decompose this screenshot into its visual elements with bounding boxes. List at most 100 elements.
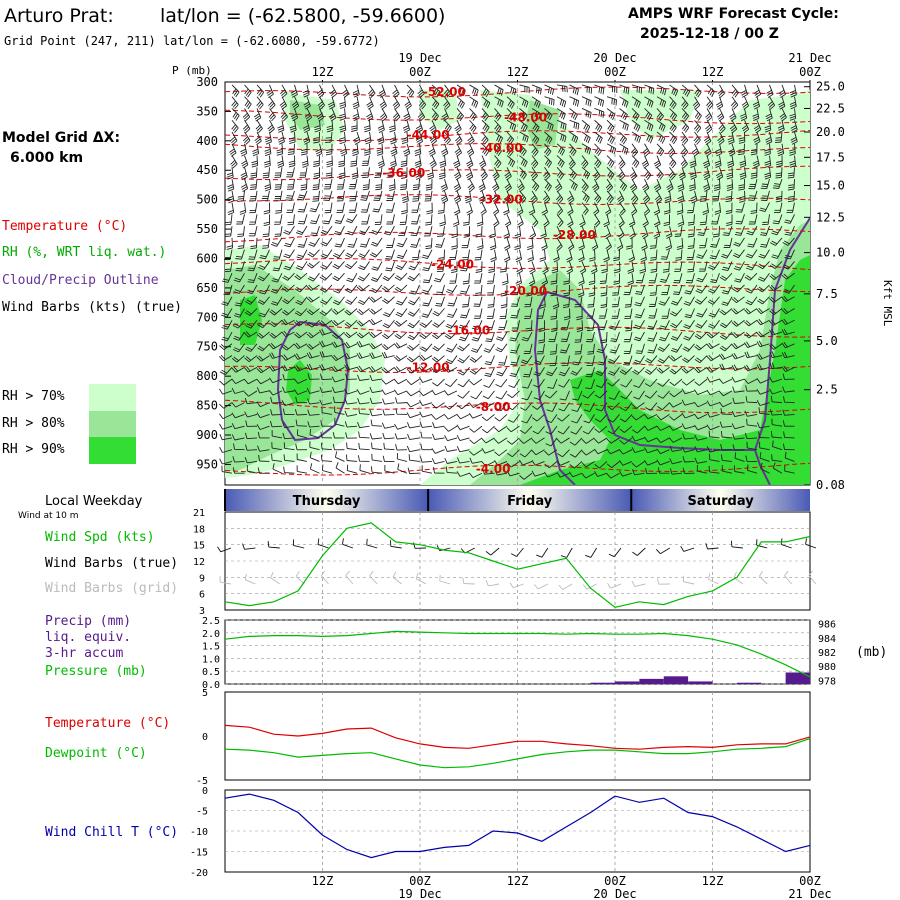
wind-barb <box>431 96 440 110</box>
pressure-line <box>224 630 811 678</box>
wind-barb <box>594 461 608 469</box>
wind-barb <box>595 378 608 389</box>
wind-barb <box>447 296 458 307</box>
wind-barb-grid <box>392 571 402 585</box>
wind-barb <box>594 131 603 144</box>
wind-barb <box>567 214 574 228</box>
wind-barb <box>383 225 395 236</box>
wind-barb <box>519 449 533 458</box>
wind-barb <box>394 433 408 440</box>
wind-barb <box>687 261 695 273</box>
wind-barb <box>234 296 245 307</box>
wind-barb <box>336 190 345 202</box>
wind-barb-true <box>485 547 500 556</box>
wind-barb <box>642 143 650 157</box>
wind-barb <box>769 362 783 370</box>
wind-barb <box>657 343 670 352</box>
wind-barb <box>320 420 333 427</box>
wind-barb <box>544 108 553 121</box>
height-tick-label: 12.5 <box>816 210 845 224</box>
wind-barb <box>474 273 483 284</box>
wind-barb <box>578 237 585 251</box>
wind-barb <box>757 284 770 293</box>
wind-barb <box>281 308 295 316</box>
wind-barb <box>526 237 534 251</box>
wind-barb <box>483 378 495 388</box>
wind-barb <box>532 402 545 410</box>
wind-barb <box>495 343 508 353</box>
wind-barb <box>221 465 233 474</box>
wind-barb <box>644 108 653 121</box>
wind-barb <box>696 249 708 259</box>
wind-barb <box>559 390 570 401</box>
wind-barb <box>481 143 490 157</box>
wind-barb <box>259 284 270 295</box>
wind-barb <box>396 237 408 248</box>
wind-barb <box>494 119 502 133</box>
wind-barb <box>306 363 320 371</box>
wind-barb <box>769 272 783 280</box>
wind-barb <box>345 432 358 439</box>
wind-barb <box>586 320 595 331</box>
wind-barb <box>619 96 629 108</box>
wind-barb <box>731 364 745 372</box>
wind-barb <box>752 96 761 110</box>
wind-barb <box>407 467 420 474</box>
wind-barb <box>603 249 610 263</box>
wind-barb <box>530 167 538 181</box>
wind-barb <box>369 343 383 350</box>
top-tick-label: 12Z <box>702 65 724 79</box>
wind-barb-grid <box>784 570 792 585</box>
wind-barb <box>327 96 336 110</box>
wind-barb <box>657 390 670 399</box>
wind-barb <box>245 296 258 305</box>
wind-barb <box>625 320 633 332</box>
temperature-contour-label: -24.00 <box>431 257 474 271</box>
wind-barb <box>699 190 708 202</box>
wind-barb <box>654 190 663 204</box>
wind-barb <box>606 143 617 155</box>
chill-tick-label: -15 <box>190 848 208 859</box>
wind-barb <box>359 237 370 248</box>
pressure-axis: 3003504004505005506006507007508008509009… <box>196 75 231 471</box>
wind-barb-true <box>632 547 646 556</box>
wind-barb <box>258 308 270 318</box>
wind-barb <box>694 84 702 98</box>
wind-barb <box>750 143 758 156</box>
wind-barb <box>784 465 795 474</box>
wind-barb <box>731 423 745 430</box>
wind-barb <box>421 284 433 295</box>
wind-barb <box>481 119 490 133</box>
wind-barb <box>656 96 667 108</box>
wind-barb <box>244 397 258 405</box>
wind-barb <box>481 425 495 434</box>
wind-barb <box>744 432 758 440</box>
wind-barb <box>284 237 295 248</box>
cloud-outline-right <box>533 217 811 486</box>
wind-barb <box>382 409 395 416</box>
wind-barb <box>669 468 683 475</box>
wind-barb <box>440 190 449 204</box>
wind-barb <box>722 225 733 237</box>
bottom-tick-label: 12Z <box>507 874 529 888</box>
wind-barb <box>506 437 520 445</box>
cycle-value: 2025-12-18 / 00 Z <box>640 26 779 42</box>
wind-barb <box>543 167 551 181</box>
wind-barb <box>744 319 758 327</box>
wind-barb <box>332 296 345 306</box>
wind-barb <box>656 425 670 431</box>
wind-barb <box>394 331 408 340</box>
wind-barb <box>648 308 658 319</box>
wind-barb <box>282 432 295 440</box>
wind-barb <box>670 319 683 329</box>
wind-barb <box>524 308 533 319</box>
wind-barb <box>650 261 658 273</box>
wind-barb-grid <box>759 570 768 585</box>
wind-barb <box>781 295 795 302</box>
wind-barb <box>764 120 772 133</box>
wind-barb <box>351 120 358 132</box>
wind-barb <box>281 343 295 351</box>
wind-barb <box>538 320 546 332</box>
wind-barb <box>230 155 238 169</box>
